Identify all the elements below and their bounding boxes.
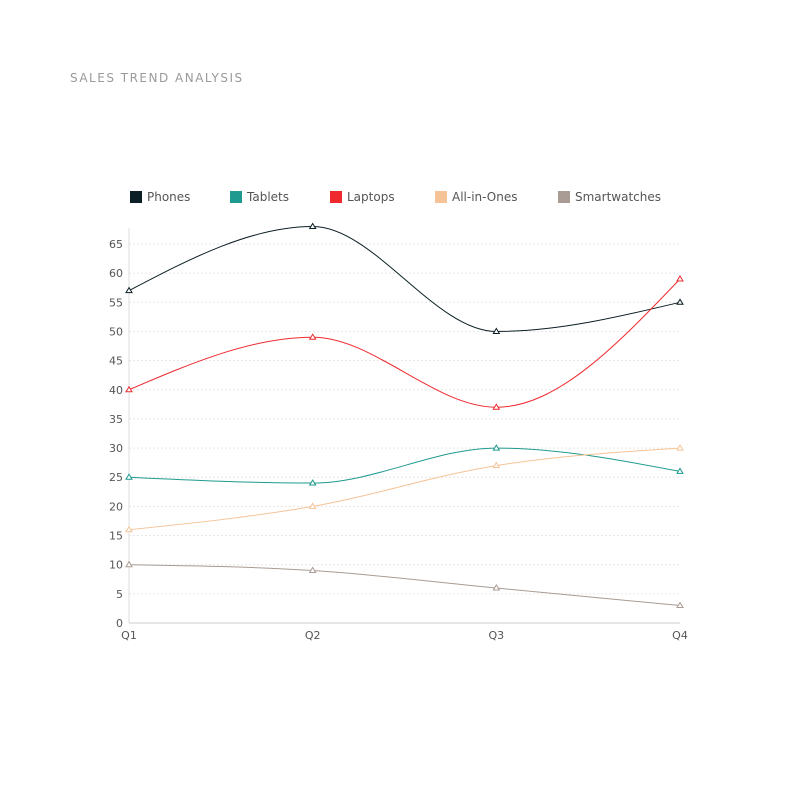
y-tick-label: 60 — [109, 267, 123, 280]
legend-item[interactable]: All-in-Ones — [435, 190, 518, 204]
data-point-triangle — [125, 473, 133, 480]
chart-title: SALES TREND ANALYSIS — [70, 71, 244, 85]
data-point-triangle — [308, 333, 317, 340]
legend-swatch — [435, 191, 447, 203]
y-tick-label: 65 — [109, 238, 123, 251]
y-tick-label: 25 — [109, 471, 123, 484]
data-point-triangle — [676, 444, 684, 451]
legend-label: Laptops — [347, 190, 395, 204]
data-point-triangle — [125, 385, 133, 393]
data-point-triangle — [308, 222, 317, 230]
y-tick-label: 5 — [116, 588, 123, 601]
y-tick-label: 50 — [109, 325, 123, 338]
y-tick-label: 40 — [109, 384, 123, 397]
y-tick-label: 55 — [109, 296, 123, 309]
y-tick-label: 35 — [109, 413, 123, 426]
legend-label: Phones — [147, 190, 191, 204]
data-point-triangle — [492, 444, 501, 451]
data-point-triangle — [676, 601, 684, 609]
x-tick-label: Q3 — [488, 629, 504, 642]
legend-item[interactable]: Tablets — [230, 190, 289, 204]
data-point-triangle — [676, 275, 684, 282]
y-tick-label: 15 — [109, 530, 123, 543]
data-point-triangle — [308, 502, 317, 509]
data-point-triangle — [125, 560, 133, 568]
legend-swatch — [558, 191, 570, 203]
data-point-triangle — [676, 298, 684, 305]
y-tick-label: 20 — [109, 500, 123, 513]
data-point-triangle — [676, 467, 684, 474]
data-point-triangle — [308, 566, 317, 574]
y-tick-label: 0 — [116, 617, 123, 630]
x-tick-label: Q4 — [672, 629, 688, 642]
data-point-triangle — [492, 584, 501, 591]
data-point-triangle — [125, 286, 133, 294]
legend-swatch — [130, 191, 142, 203]
data-point-triangle — [492, 403, 501, 410]
series-line — [128, 226, 681, 332]
legend-item[interactable]: Laptops — [330, 190, 395, 204]
legend-label: Tablets — [247, 190, 289, 204]
x-tick-label: Q2 — [305, 629, 321, 642]
data-point-triangle — [308, 479, 317, 486]
legend-label: All-in-Ones — [452, 190, 518, 204]
series-line — [128, 447, 681, 484]
series-line — [128, 278, 681, 408]
data-point-triangle — [492, 327, 501, 334]
legend-swatch — [230, 191, 242, 203]
data-point-triangle — [125, 525, 133, 533]
series-line — [128, 564, 681, 607]
legend-item[interactable]: Smartwatches — [558, 190, 661, 204]
x-tick-label: Q1 — [121, 629, 137, 642]
legend-swatch — [330, 191, 342, 203]
series-line — [128, 447, 681, 531]
data-point-triangle — [492, 461, 501, 469]
y-tick-label: 30 — [109, 442, 123, 455]
y-tick-label: 45 — [109, 355, 123, 368]
legend-item[interactable]: Phones — [130, 190, 190, 204]
y-tick-label: 10 — [109, 559, 123, 572]
legend-label: Smartwatches — [575, 190, 662, 204]
